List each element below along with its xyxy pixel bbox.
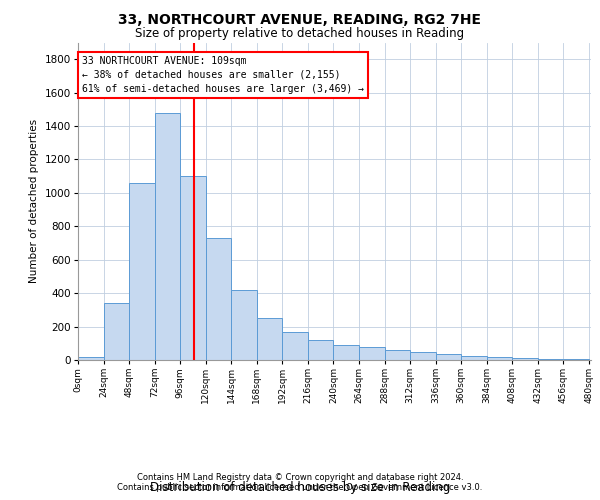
Bar: [359, 348, 385, 360]
Bar: [487, 357, 512, 360]
Text: 33 NORTHCOURT AVENUE: 109sqm
← 38% of detached houses are smaller (2,155)
61% of: 33 NORTHCOURT AVENUE: 109sqm ← 38% of de…: [82, 56, 364, 94]
Text: Size of property relative to detached houses in Reading: Size of property relative to detached ho…: [136, 28, 464, 40]
Bar: [206, 238, 231, 360]
Bar: [410, 352, 436, 360]
Bar: [283, 332, 308, 360]
Text: 33, NORTHCOURT AVENUE, READING, RG2 7HE: 33, NORTHCOURT AVENUE, READING, RG2 7HE: [119, 12, 482, 26]
Bar: [334, 345, 359, 360]
Bar: [436, 354, 461, 360]
Bar: [78, 356, 104, 360]
Bar: [104, 303, 129, 360]
Bar: [512, 358, 538, 360]
Bar: [155, 112, 180, 360]
Y-axis label: Number of detached properties: Number of detached properties: [29, 119, 39, 284]
Bar: [231, 290, 257, 360]
Bar: [461, 356, 487, 360]
Text: Distribution of detached houses by size in Reading: Distribution of detached houses by size …: [150, 481, 450, 494]
Bar: [385, 350, 410, 360]
Bar: [129, 183, 155, 360]
Bar: [308, 340, 334, 360]
Text: Contains public sector information licensed under the Open Government Licence v3: Contains public sector information licen…: [118, 482, 482, 492]
Bar: [257, 318, 283, 360]
Bar: [563, 359, 589, 360]
Text: Contains HM Land Registry data © Crown copyright and database right 2024.: Contains HM Land Registry data © Crown c…: [137, 472, 463, 482]
Bar: [180, 176, 206, 360]
Bar: [538, 358, 563, 360]
